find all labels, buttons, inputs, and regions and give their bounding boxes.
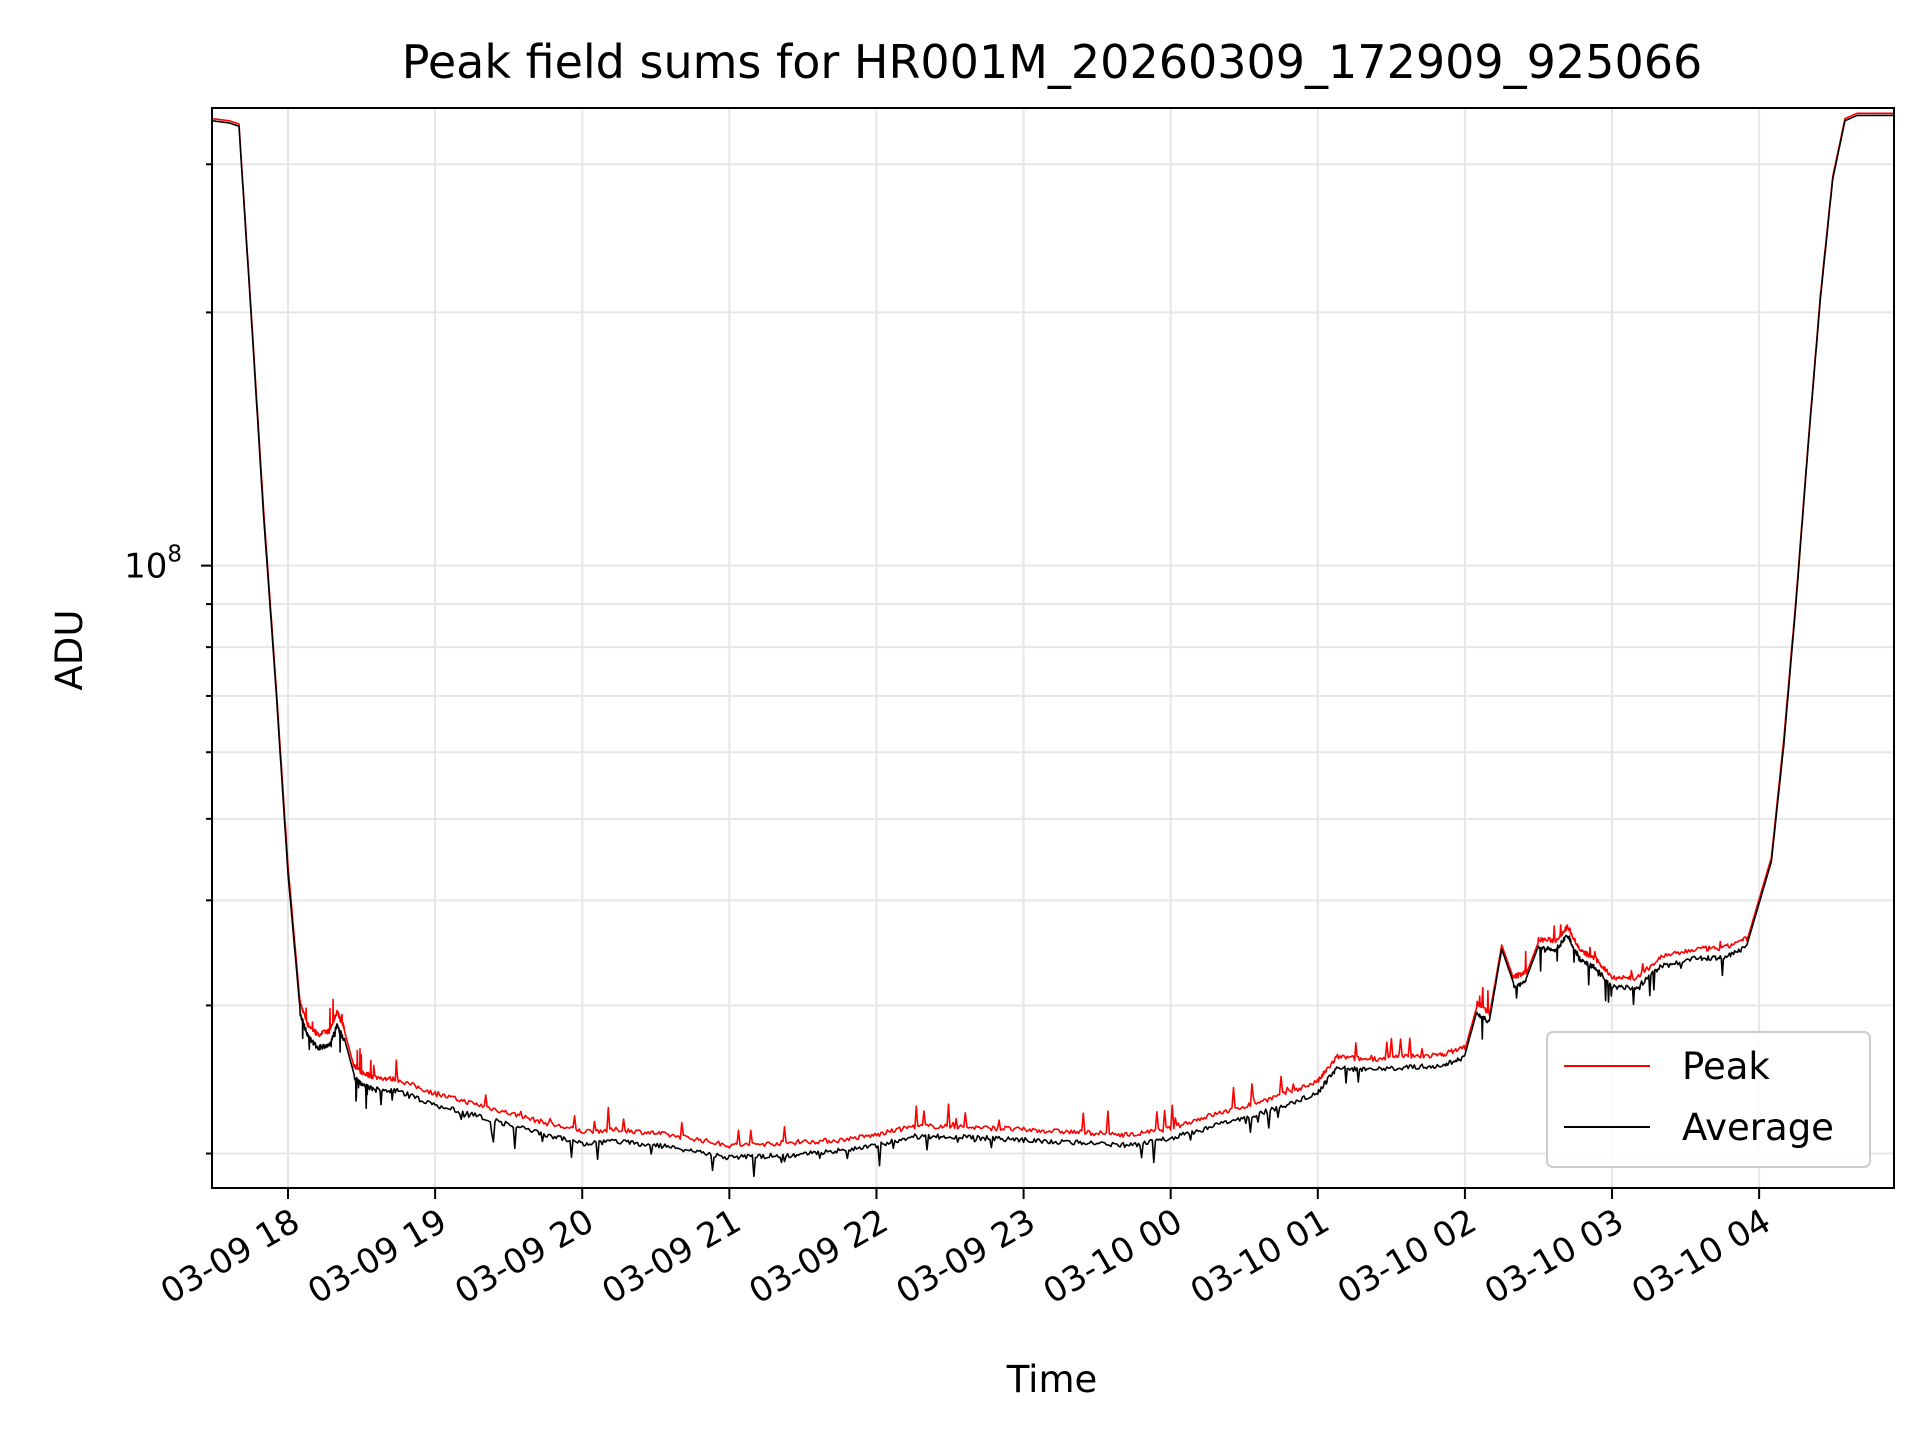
series-line-average (212, 114, 1894, 1178)
legend-label-peak: Peak (1682, 1045, 1770, 1088)
y-axis-label: ADU (48, 610, 91, 691)
chart-title: Peak field sums for HR001M_20260309_1729… (402, 35, 1703, 89)
series-layer (212, 112, 1894, 1178)
series-line-peak (212, 112, 1894, 1149)
legend-label-average: Average (1682, 1106, 1834, 1149)
legend: Peak Average (1546, 1031, 1871, 1168)
x-axis-label: Time (1006, 1358, 1098, 1401)
grid (212, 108, 1894, 1188)
y-tick-label: 108 (124, 542, 182, 587)
